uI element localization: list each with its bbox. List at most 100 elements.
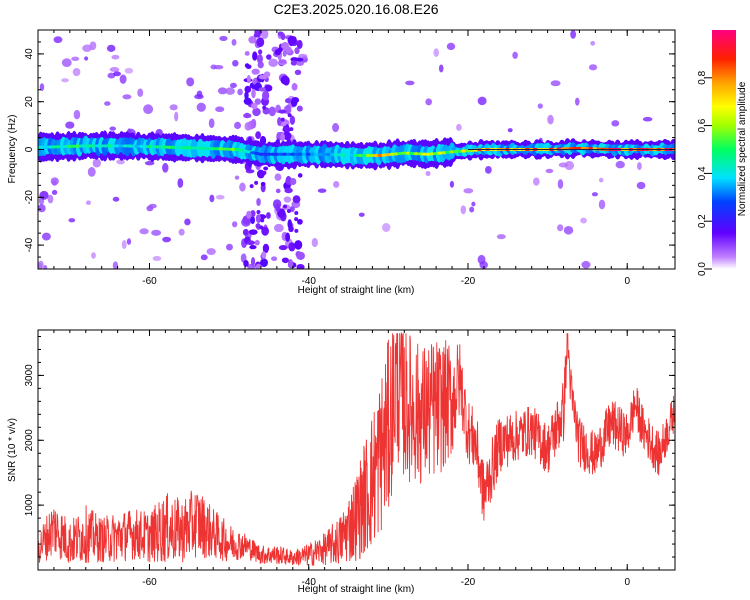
heatmap-cell [563, 225, 574, 235]
heatmap-cell [243, 260, 249, 267]
heatmap-cell [255, 214, 262, 224]
heatmap-cell [274, 223, 284, 233]
heatmap-cell [449, 180, 455, 188]
heatmap-cell [50, 177, 59, 186]
heatmap-cell [469, 206, 475, 213]
heatmap-cell [294, 47, 300, 55]
heatmap-cell [477, 254, 486, 265]
heatmap-cell [252, 107, 261, 117]
heatmap-cell [274, 173, 282, 181]
heatmap-cell [256, 54, 263, 64]
heatmap-cell [231, 38, 237, 46]
heatmap-cell [425, 98, 433, 106]
heatmap-cell [82, 44, 92, 52]
heatmap-cell [73, 109, 81, 120]
heatmap-cell [438, 64, 444, 73]
heatmap-cell [111, 54, 120, 60]
heatmap-cell [278, 245, 288, 251]
heatmap-cell [268, 58, 279, 67]
heatmap-cell [137, 88, 144, 98]
heatmap-cell [294, 69, 302, 76]
heatmap-cell [126, 238, 132, 245]
heatmap-cell [485, 165, 492, 174]
heatmap-cell [289, 127, 294, 132]
y-tick-label: 0 [24, 146, 35, 152]
y-tick-label: -40 [24, 237, 35, 252]
spectrogram-ticks: -60 -40 -20 0 -40 -20 0 20 40 [24, 29, 676, 287]
heatmap-cell [244, 51, 250, 56]
heatmap-cell [281, 41, 290, 51]
heatmap-cell [251, 89, 256, 99]
heatmap-cell [87, 167, 96, 177]
x-tick-label: -60 [142, 577, 157, 588]
heatmap-cell [285, 232, 291, 242]
heatmap-cell [288, 242, 296, 252]
heatmap-cell [358, 212, 365, 217]
heatmap-cell [283, 196, 292, 203]
heatmap-cell [112, 196, 120, 202]
heatmap-cell [294, 217, 299, 222]
heatmap-cell [122, 94, 132, 100]
heatmap-cell [581, 261, 591, 269]
heatmap-cell [260, 218, 265, 223]
heatmap-cell [290, 98, 298, 107]
heatmap-cell [446, 42, 456, 51]
heatmap-cell [250, 216, 256, 225]
heatmap-cell [547, 114, 554, 125]
heatmap-cell [151, 229, 162, 236]
heatmap-cell [250, 210, 256, 218]
x-tick-label: -40 [301, 577, 316, 588]
heatmap-cell [456, 123, 462, 131]
heatmap-cell [296, 251, 305, 261]
heatmap-cell [642, 116, 653, 122]
snr-ticks: -60 -40 -20 0 1000 2000 3000 [24, 330, 676, 588]
spectrogram-heatmap [38, 30, 675, 269]
heatmap-cell [232, 221, 238, 228]
heatmap-cell [285, 175, 292, 185]
heatmap-cell [252, 51, 258, 61]
heatmap-cell [311, 237, 318, 248]
heatmap-cell [255, 223, 261, 229]
x-tick-label: -20 [461, 276, 476, 287]
heatmap-cell [184, 218, 191, 226]
heatmap-cell [237, 88, 243, 96]
heatmap-cell [41, 232, 51, 241]
heatmap-cell [588, 64, 598, 71]
heatmap-cell [287, 113, 292, 118]
heatmap-cell [278, 109, 287, 114]
heatmap-cell [256, 37, 265, 48]
heatmap-cell [290, 60, 298, 66]
heatmap-cell [611, 120, 620, 127]
snr-series-line [38, 331, 675, 566]
heatmap-cell [196, 102, 206, 112]
y-tick-label: 1000 [24, 494, 35, 517]
heatmap-cell [109, 126, 117, 131]
heatmap-cell [291, 83, 298, 91]
heatmap-cell [61, 58, 72, 68]
heatmap-cell [239, 182, 246, 192]
spectrogram-panel: -60 -40 -20 0 -40 -20 0 20 40 Height of straight… [7, 29, 676, 296]
heatmap-cell [248, 36, 257, 44]
heatmap-cell [463, 188, 474, 194]
heatmap-cell [333, 180, 340, 188]
heatmap-cell [290, 178, 297, 186]
heatmap-cell [280, 133, 285, 142]
heatmap-cell [219, 35, 228, 42]
heatmap-cell [433, 48, 439, 57]
heatmap-cell [254, 180, 259, 185]
heatmap-cell [261, 251, 267, 259]
heatmap-cell [169, 104, 178, 111]
heatmap-cell [281, 257, 289, 264]
y-tick-label: 40 [24, 48, 35, 60]
colorbar-ticks: 0.0 0.2 0.4 0.6 0.8 [697, 70, 712, 276]
heatmap-cell [250, 257, 256, 267]
x-tick-label: 0 [624, 276, 630, 287]
heatmap-cell [278, 59, 287, 64]
heatmap-cell [282, 50, 287, 57]
heatmap-cell [217, 87, 228, 95]
heatmap-cell [246, 75, 251, 84]
y-tick-label: 3000 [24, 364, 35, 387]
heatmap-cell [65, 121, 75, 129]
colorbar-tick-label: 0.2 [697, 214, 708, 228]
heatmap-cell [280, 32, 286, 41]
